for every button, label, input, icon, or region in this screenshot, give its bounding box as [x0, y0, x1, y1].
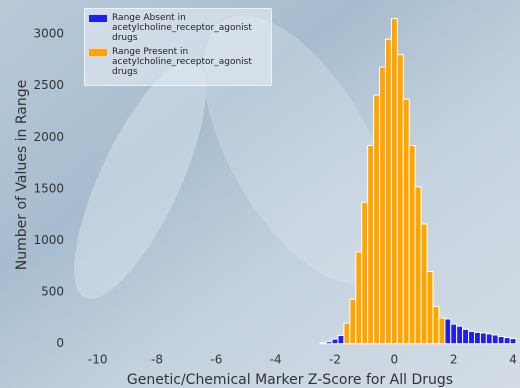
- bar: [473, 331, 481, 345]
- bar: [426, 270, 434, 345]
- legend-label: Range Present in acetylcholine_receptor_…: [112, 47, 252, 77]
- legend: Range Absent in acetylcholine_receptor_a…: [84, 8, 272, 86]
- y-tick-label: 3000: [33, 27, 64, 41]
- plot-area: 0 500 1000 1500 2000 2500 3000 -10 -8 -6 -4 -2 0 2 4: [33, 18, 517, 367]
- legend-swatch: [89, 49, 107, 56]
- bar: [414, 186, 422, 345]
- y-tick-label: 1000: [33, 233, 64, 247]
- bar: [343, 322, 351, 345]
- y-tick-label: 0: [56, 336, 64, 350]
- bar: [462, 328, 470, 345]
- bar: [485, 333, 493, 345]
- legend-entry: Range Present in acetylcholine_receptor_…: [89, 47, 267, 77]
- y-tick-label: 1500: [33, 181, 64, 195]
- bar: [379, 66, 386, 345]
- y-axis-label: Number of Values in Range: [14, 80, 30, 270]
- background-shape: [74, 60, 206, 300]
- bar: [438, 317, 446, 345]
- legend-label: Range Absent in acetylcholine_receptor_a…: [112, 13, 252, 43]
- bar: [402, 98, 410, 345]
- bar: [349, 298, 357, 345]
- bar: [408, 145, 416, 345]
- x-tick-label: -10: [88, 353, 108, 367]
- bar: [373, 94, 381, 345]
- x-tick-label: -8: [151, 353, 163, 367]
- bar: [450, 323, 458, 345]
- legend-entry: Range Absent in acetylcholine_receptor_a…: [89, 13, 267, 43]
- x-tick-label: 2: [450, 353, 458, 367]
- bar: [456, 325, 464, 345]
- bar: [497, 336, 505, 345]
- y-tick-label: 2500: [33, 78, 64, 92]
- bar: [325, 341, 333, 345]
- bar: [479, 332, 487, 345]
- bar: [396, 54, 404, 345]
- bar: [355, 251, 363, 345]
- x-tick-label: -4: [270, 353, 282, 367]
- x-tick-label: 4: [509, 353, 517, 367]
- bar: [390, 18, 398, 345]
- y-tick-label: 2000: [33, 130, 64, 144]
- x-tick-label: -6: [210, 353, 222, 367]
- bar: [491, 334, 499, 345]
- x-axis-label: Genetic/Chemical Marker Z-Score for All …: [127, 372, 453, 388]
- bar: [331, 338, 339, 345]
- bar: [319, 342, 327, 345]
- bar: [384, 38, 392, 345]
- bar: [420, 223, 428, 345]
- bar: [503, 337, 511, 345]
- x-tick-label: -2: [329, 353, 341, 367]
- legend-swatch: [89, 15, 107, 22]
- bar: [432, 306, 440, 345]
- bar: [444, 318, 452, 345]
- bar: [361, 201, 369, 345]
- x-tick-label: 0: [391, 353, 399, 367]
- bar: [367, 145, 375, 345]
- bar: [509, 338, 517, 345]
- y-tick-label: 500: [41, 285, 64, 299]
- bar: [468, 330, 475, 345]
- bar: [337, 334, 345, 345]
